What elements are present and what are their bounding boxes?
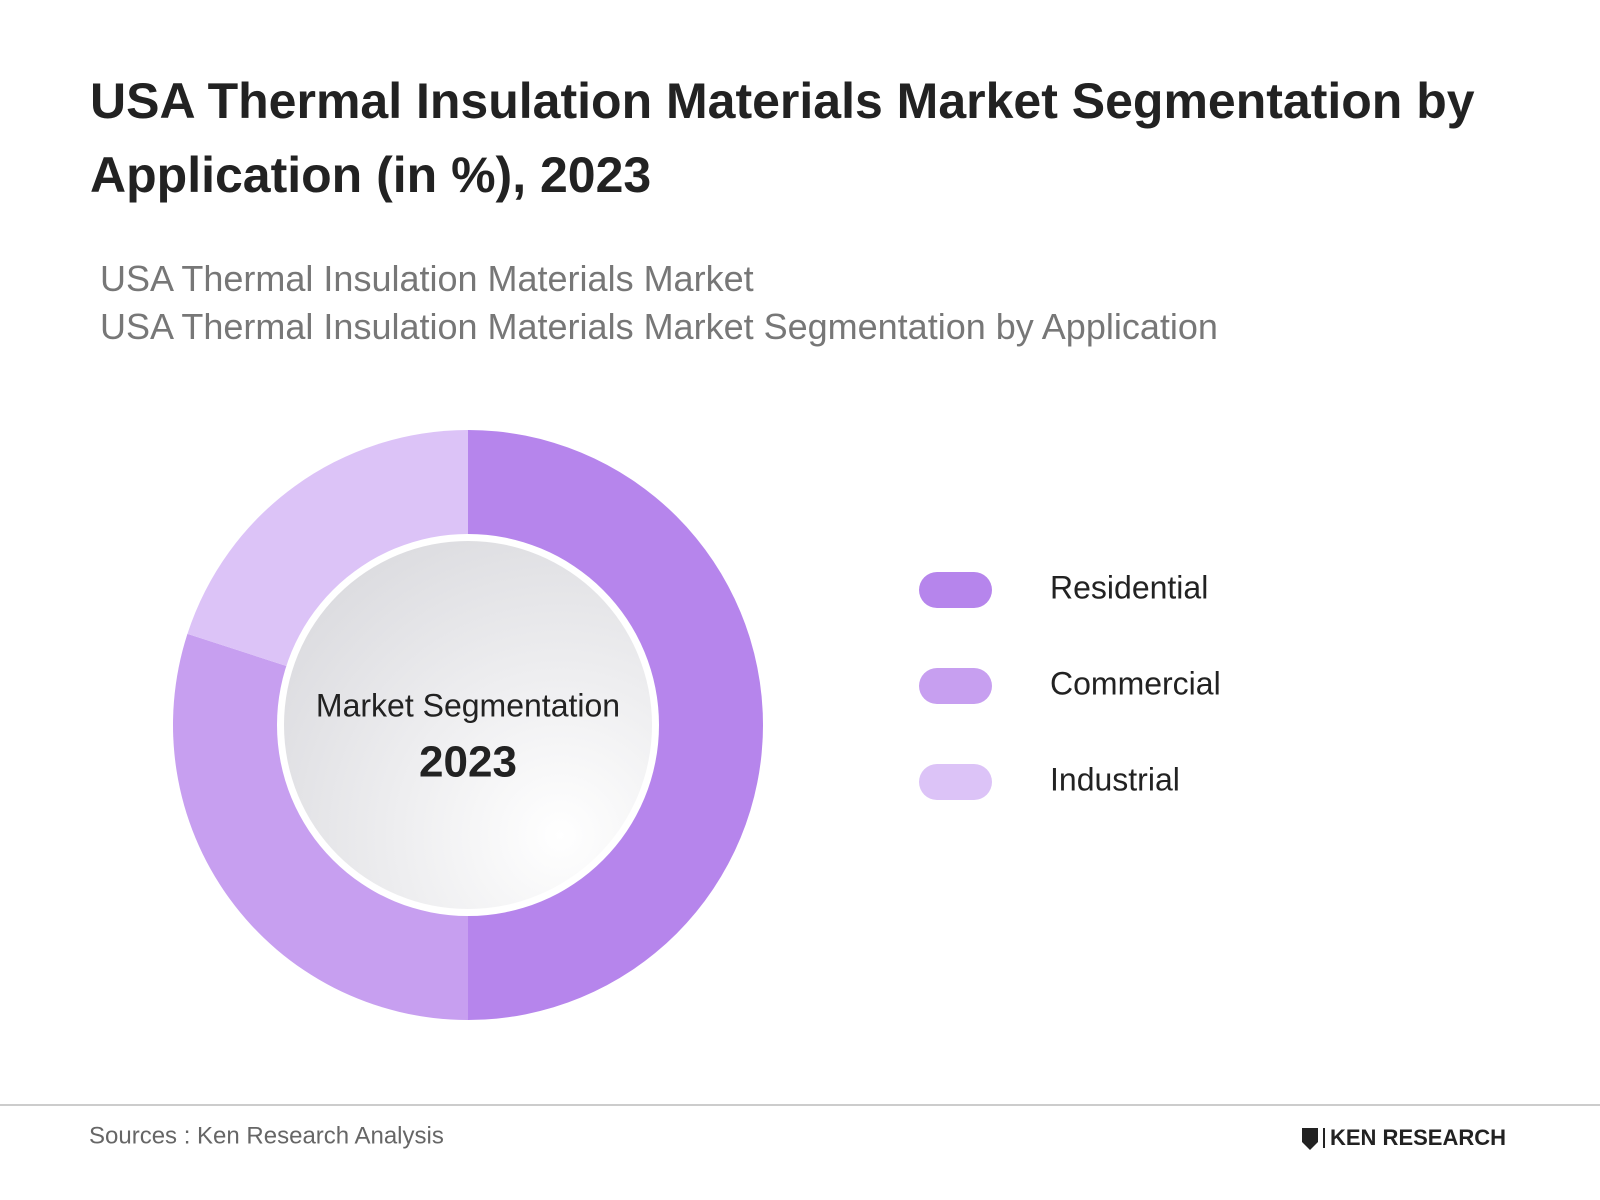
legend-swatch xyxy=(919,668,992,704)
legend-label: Residential xyxy=(1050,569,1208,605)
center-year: 2023 xyxy=(419,738,517,787)
subtitle: USA Thermal Insulation Materials Market … xyxy=(100,306,1218,347)
chart-title: USA Thermal Insulation Materials Market … xyxy=(90,73,1475,203)
brand-logo xyxy=(1302,1128,1318,1150)
legend-label: Commercial xyxy=(1050,665,1221,701)
brand: KEN RESEARCH xyxy=(1330,1125,1506,1150)
legend-swatch xyxy=(919,764,992,800)
source: Sources : Ken Research Analysis xyxy=(89,1122,444,1149)
legend-label: Industrial xyxy=(1050,761,1180,797)
donut-center xyxy=(284,541,652,909)
subtitle: USA Thermal Insulation Materials Market xyxy=(100,258,754,299)
center-label: Market Segmentation xyxy=(316,687,620,723)
legend-swatch xyxy=(919,572,992,608)
